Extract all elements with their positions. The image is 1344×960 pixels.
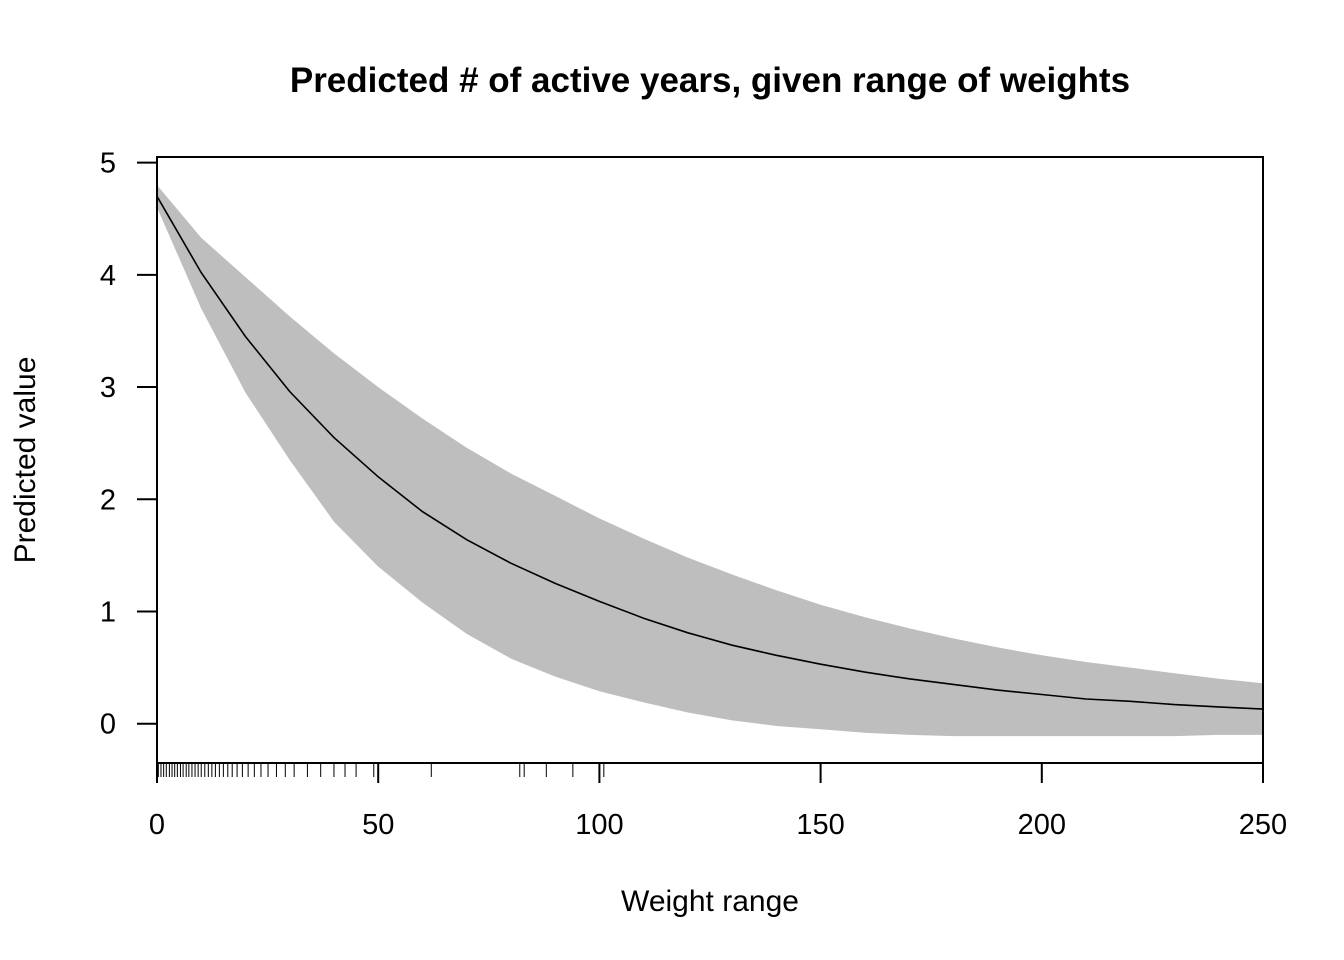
x-tick-label: 50 bbox=[362, 809, 394, 841]
y-tick-label: 3 bbox=[100, 372, 116, 404]
y-tick-label: 0 bbox=[100, 709, 116, 741]
x-tick-label: 250 bbox=[1239, 809, 1287, 841]
x-tick-label: 0 bbox=[149, 809, 165, 841]
x-tick-label: 100 bbox=[575, 809, 623, 841]
axes: 0 50 100 150 200 250 0 1 2 3 4 5 bbox=[100, 148, 1287, 841]
y-tick-label: 1 bbox=[100, 597, 116, 629]
y-tick-label: 5 bbox=[100, 148, 116, 180]
plot-frame bbox=[156, 156, 1264, 764]
chart-title: Predicted # of active years, given range… bbox=[290, 61, 1130, 100]
confidence-band bbox=[157, 185, 1263, 737]
predicted-line bbox=[156, 195, 1264, 710]
plot-area bbox=[156, 185, 1264, 737]
x-tick-label: 200 bbox=[1018, 809, 1066, 841]
x-axis-label: Weight range bbox=[621, 885, 799, 918]
x-tick-label: 150 bbox=[796, 809, 844, 841]
y-tick-label: 4 bbox=[100, 260, 116, 292]
y-tick-label: 2 bbox=[100, 484, 116, 516]
y-axis-label: Predicted value bbox=[9, 357, 42, 564]
